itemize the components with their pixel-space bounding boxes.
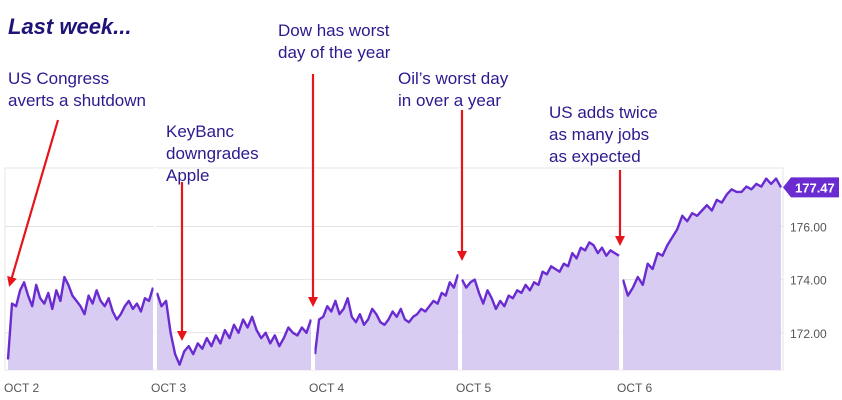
last-price-badge — [783, 177, 839, 198]
price-line-oct-4 — [313, 273, 460, 355]
price-line-oct-2 — [6, 275, 155, 360]
annotation-text: US adds twice as many jobs as expected — [549, 103, 658, 166]
last-price-label: 177.47 — [795, 180, 835, 195]
area-fill-oct-2 — [8, 277, 153, 370]
annotation-text: Oil’s worst day in over a year — [398, 69, 509, 110]
area-fill-oct-6 — [623, 178, 781, 370]
x-tick-label: OCT 3 — [151, 381, 186, 395]
x-tick-label: OCT 5 — [456, 381, 491, 395]
chart-title: Last week... — [8, 14, 132, 39]
price-line-oct-5 — [460, 241, 620, 311]
y-tick-label: 176.00 — [790, 220, 827, 234]
y-tick-label: 172.00 — [790, 327, 827, 341]
annotation-text: Dow has worst day of the year — [278, 21, 391, 62]
y-tick-label: 174.00 — [790, 274, 827, 288]
annotation-arrow — [7, 119, 60, 287]
annotation-text: KeyBanc downgrades Apple — [166, 122, 259, 185]
x-tick-label: OCT 4 — [309, 381, 344, 395]
annotation-text: US Congress averts a shutdown — [8, 69, 146, 110]
x-tick-label: OCT 2 — [4, 381, 39, 395]
price-line-oct-6 — [621, 177, 783, 297]
x-tick-label: OCT 6 — [617, 381, 652, 395]
price-line-oct-3 — [155, 292, 313, 366]
area-fill-oct-5 — [462, 242, 619, 370]
